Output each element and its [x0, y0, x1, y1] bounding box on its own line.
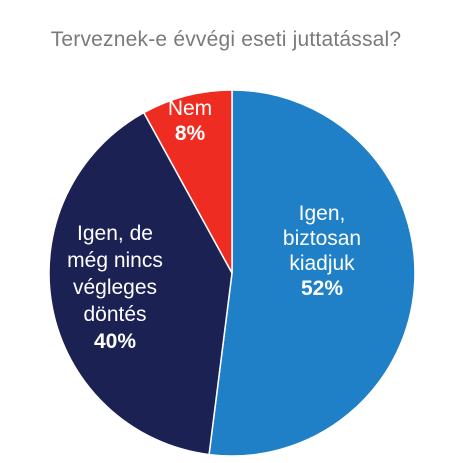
- pie-slice-3: [142, 89, 233, 274]
- slice-label-2: Igen, de még nincs végleges döntés 40%: [67, 222, 163, 353]
- slice-label-line: még nincs: [67, 249, 163, 272]
- pie-labels: Igen, biztosan kiadjuk 52% Igen, de még nincs…: [67, 97, 361, 353]
- slice-label-1: Igen, biztosan kiadjuk 52%: [283, 202, 361, 300]
- slice-label-line: Igen,: [299, 202, 346, 225]
- slice-label-line: kiadjuk: [289, 252, 355, 275]
- slice-percent: 52%: [301, 277, 343, 300]
- pie-slice-2: [48, 111, 233, 456]
- slice-percent: 40%: [94, 330, 136, 353]
- slice-label-line: biztosan: [283, 227, 361, 250]
- slice-label-line: Nem: [168, 97, 212, 120]
- pie-slices: [48, 89, 416, 457]
- slice-label-line: végleges: [73, 276, 157, 299]
- chart-title: Terveznek-e évvégi eseti juttatással?: [50, 28, 402, 51]
- pie-slice-1: [208, 89, 416, 457]
- slice-label-line: Igen, de: [77, 222, 153, 245]
- slice-label-line: döntés: [83, 303, 146, 326]
- slice-percent: 8%: [175, 122, 206, 145]
- slice-label-3: Nem 8%: [168, 97, 212, 145]
